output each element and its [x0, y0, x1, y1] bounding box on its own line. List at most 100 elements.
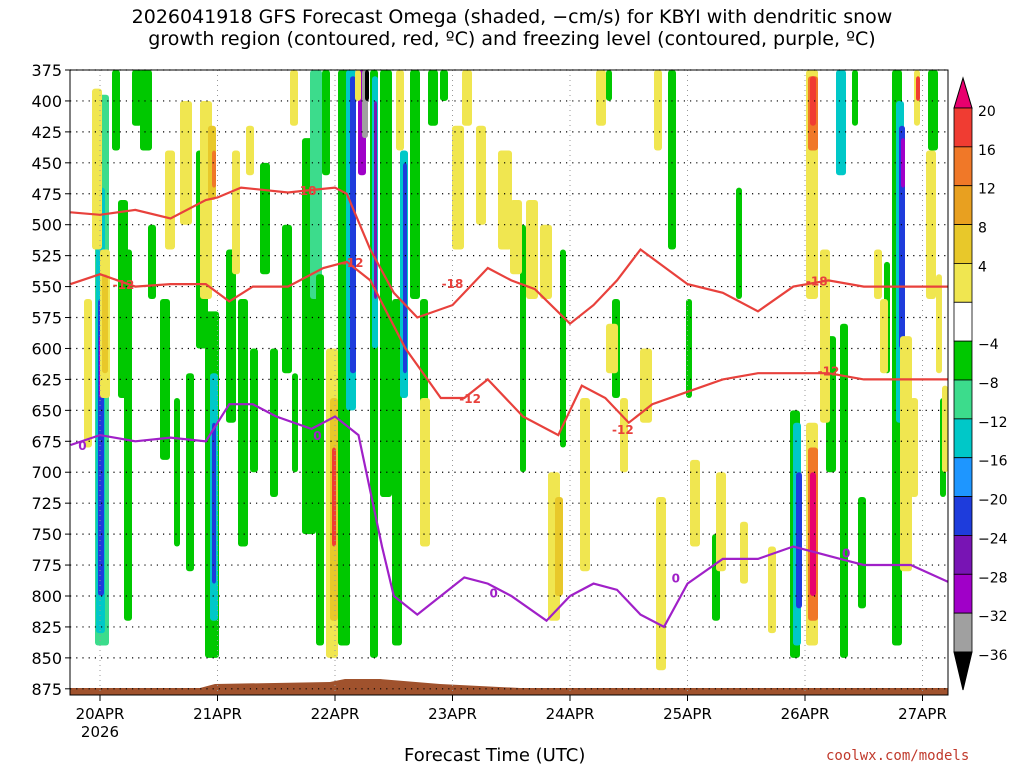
- omega-cell-103: [690, 459, 700, 547]
- omega-cell-72: [102, 274, 108, 374]
- omega-cell-120: [926, 150, 936, 299]
- omega-cell-7: [132, 70, 142, 126]
- colorbar-label-0: 20: [978, 104, 996, 120]
- y-tick-label-14: 725: [31, 494, 62, 513]
- omega-cell-95: [555, 496, 563, 596]
- omega-cell-38: [392, 298, 402, 646]
- omega-cell-85: [396, 70, 404, 151]
- omega-cell-6: [124, 249, 132, 621]
- contour-line-2: [70, 403, 948, 629]
- omega-cell-26: [316, 274, 324, 646]
- colorbar-box-6: [953, 301, 973, 342]
- contour-line-0: [70, 186, 948, 326]
- omega-cell-78: [232, 150, 240, 275]
- omega-cell-69: [84, 298, 92, 448]
- contour-label-2-3: 0: [672, 571, 680, 585]
- omega-cell-88: [462, 70, 472, 126]
- omega-cell-33: [365, 70, 369, 101]
- omega-cell-100: [640, 348, 652, 423]
- y-axis: 375 400 425 450 475 500 525 550 575 600 625 650 675 7…: [31, 61, 70, 699]
- colorbar-box-2: [953, 146, 973, 187]
- x-tick-label-6: 26APR: [781, 705, 830, 723]
- x-tick-label-7: 27APR: [898, 705, 947, 723]
- omega-cell-20: [260, 162, 270, 275]
- x-year-label: 2026: [81, 723, 119, 741]
- x-axis-label: Forecast Time (UTC): [404, 745, 586, 766]
- colorbar: 20 16 12 8 4 −4 −8 −12 −16 −20 −24 −28 −32 −36: [953, 76, 1008, 691]
- y-tick-label-16: 775: [31, 556, 62, 575]
- x-tick-label-4: 24APR: [546, 705, 595, 723]
- omega-cell-61: [858, 496, 866, 609]
- contour-label-1-4: -12: [818, 365, 840, 379]
- terrain-band: [70, 679, 948, 695]
- omega-cell-37: [380, 70, 392, 497]
- contour-label-2-1: 0: [313, 429, 321, 443]
- y-tick-label-7: 550: [31, 278, 62, 297]
- omega-cell-47: [606, 70, 612, 101]
- colorbar-box-1: [953, 107, 973, 148]
- omega-cell-27: [322, 70, 330, 176]
- y-tick-label-17: 800: [31, 587, 62, 606]
- contour-label-1-3: -12: [612, 423, 634, 437]
- omega-cell-67: [928, 70, 938, 151]
- y-tick-label-6: 525: [31, 247, 62, 266]
- omega-cell-121: [936, 274, 942, 374]
- omega-cell-10: [160, 298, 170, 460]
- colorbar-label-3: 8: [978, 221, 987, 237]
- y-tick-label-12: 675: [31, 432, 62, 451]
- x-tick-label-0: 20APR: [76, 705, 125, 723]
- colorbar-box-4: [953, 224, 973, 264]
- y-tick-label-20: 875: [31, 680, 62, 699]
- colorbar-top-arrow: [953, 76, 973, 109]
- plot-frame: [69, 69, 949, 696]
- omega-cell-73: [165, 150, 175, 250]
- x-tick-label-1: 21APR: [193, 705, 242, 723]
- omega-cell-59: [840, 323, 848, 658]
- omega-cell-109: [810, 76, 816, 126]
- omega-cell-44: [440, 70, 448, 101]
- omega-cell-116: [900, 336, 912, 572]
- colorbar-label-7: −12: [978, 415, 1008, 431]
- omega-shading: [84, 70, 948, 671]
- colorbar-bottom-arrow: [953, 651, 973, 691]
- x-tick-label-2: 22APR: [311, 705, 360, 723]
- omega-cell-46: [560, 249, 566, 448]
- omega-cell-22: [282, 224, 292, 374]
- colorbar-box-13: [953, 573, 973, 614]
- y-tick-label-3: 450: [31, 154, 62, 173]
- colorbar-label-8: −16: [978, 454, 1008, 470]
- colorbar-box-14: [953, 612, 973, 653]
- contour-label-0-0: -18: [295, 184, 317, 198]
- omega-cell-60: [852, 70, 858, 126]
- contour-label-0-2: -18: [806, 274, 828, 288]
- colorbar-box-8: [953, 379, 973, 420]
- omega-cell-101: [654, 70, 662, 151]
- colorbar-label-1: 16: [978, 143, 996, 159]
- omega-cell-16: [212, 422, 216, 584]
- colorbar-label-11: −28: [978, 570, 1008, 586]
- colorbar-label-6: −8: [978, 376, 999, 392]
- omega-cell-49: [668, 70, 676, 250]
- chart-title-line2: growth region (contoured, red, ºC) and f…: [148, 28, 876, 50]
- y-tick-label-1: 400: [31, 92, 62, 111]
- omega-cell-40: [403, 162, 407, 374]
- y-tick-label-11: 650: [31, 401, 62, 420]
- y-tick-label-5: 500: [31, 216, 62, 235]
- colorbar-box-7: [953, 340, 973, 381]
- omega-cell-25: [310, 70, 322, 299]
- omega-cell-115: [880, 298, 888, 374]
- omega-cell-119: [916, 76, 920, 101]
- contour-label-0-1: -18: [442, 277, 464, 291]
- chart-title: 2026041918 GFS Forecast Omega (shaded, −…: [0, 6, 1024, 50]
- contour-label-1-1: -12: [342, 256, 364, 270]
- contour-label-2-0: 0: [78, 439, 86, 453]
- omega-cell-21: [270, 348, 278, 497]
- contour-label-1-0: -12: [113, 278, 135, 292]
- omega-cell-93: [540, 224, 552, 299]
- colorbar-box-3: [953, 185, 973, 225]
- credit-link[interactable]: coolwx.com/models: [826, 748, 970, 764]
- omega-cell-97: [596, 70, 606, 126]
- omega-cell-90: [498, 150, 512, 250]
- y-tick-label-8: 575: [31, 309, 62, 328]
